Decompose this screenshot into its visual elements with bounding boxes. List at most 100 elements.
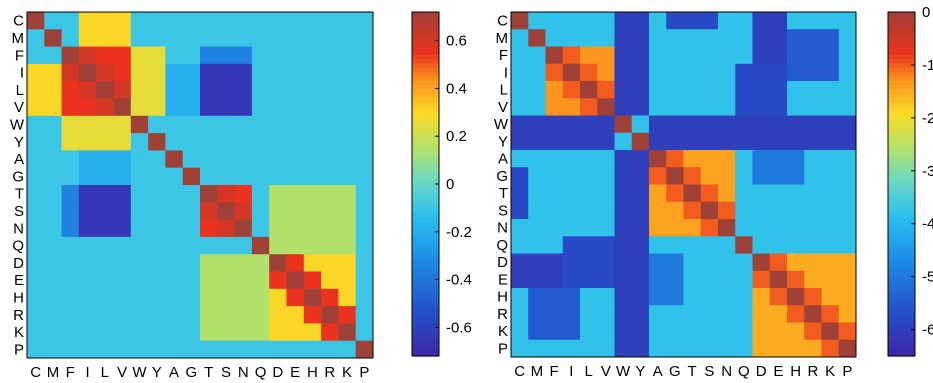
colorbar-segment [412,25,439,30]
heatmap-cell-V-M [528,98,546,116]
colorbar-segment [888,167,915,172]
heatmap-cell-N-S [701,219,719,237]
heatmap-cell-Q-C [27,237,45,255]
heatmap-cell-W-D [269,116,287,134]
heatmap-cell-C-C [511,12,529,30]
heatmap-cell-W-G [183,116,201,134]
heatmap-cell-R-T [684,305,702,323]
colorbar-segment [412,115,439,120]
colorbar-segment [888,68,915,73]
colorbar-segment [888,16,915,21]
colorbar-segment [888,206,915,211]
heatmap-cell-M-P [839,29,857,47]
x-tick-label: Q [738,363,750,380]
heatmap-cell-W-R [804,116,822,134]
colorbar-segment [412,231,439,236]
heatmap-cell-C-W [615,12,633,30]
y-tick-label: L [16,82,24,99]
heatmap-cell-P-T [684,340,702,358]
heatmap-cell-K-L [96,323,114,341]
heatmap-cell-T-G [183,185,201,203]
y-tick-label: E [14,272,24,289]
colorbar-segment [412,206,439,211]
colorbar-segment [412,347,439,352]
heatmap-cell-G-G [666,167,684,185]
heatmap-cell-R-W [615,305,633,323]
heatmap-cell-T-S [701,185,719,203]
heatmap-cell-F-A [649,47,667,65]
heatmap-cell-G-L [580,167,598,185]
heatmap-cell-Y-V [597,133,615,151]
heatmap-cell-T-W [131,185,149,203]
heatmap-cell-L-K [822,81,840,99]
heatmap-cell-I-F [546,64,564,82]
heatmap-cell-A-Q [252,150,270,168]
heatmap-cell-E-M [528,271,546,289]
heatmap-cell-N-D [269,220,287,238]
colorbar-segment [888,59,915,64]
heatmap-cell-D-T [684,254,702,272]
heatmap-cell-N-M [528,219,546,237]
heatmap-cell-N-D [753,219,771,237]
heatmap-cell-E-I [79,272,97,290]
heatmap-cell-M-S [217,29,235,47]
y-tick-label: Y [14,134,24,151]
heatmap-cell-H-T [684,288,702,306]
heatmap-cell-G-A [649,167,667,185]
heatmap-cell-M-V [597,29,615,47]
x-tick-label: R [807,363,818,380]
colorbar-segment [412,107,439,112]
colorbar-2: 0-1-2-3-4-5-6 [888,4,933,357]
heatmap-cell-K-K [822,323,840,341]
colorbar-segment [888,214,915,219]
heatmap-cell-I-P [839,64,857,82]
heatmap-cell-H-W [615,288,633,306]
heatmap-cell-A-Y [148,150,166,168]
colorbar-segment [888,120,915,125]
colorbar-segment [888,326,915,331]
heatmap-cell-R-R [321,306,339,324]
heatmap-cell-T-Q [252,185,270,203]
heatmap-cell-M-M [528,29,546,47]
heatmap-cell-T-R [804,185,822,203]
heatmap-cell-W-S [701,116,719,134]
heatmap-cell-V-N [718,98,736,116]
heatmap-cell-H-A [165,289,183,307]
y-tick-label: N [497,220,508,237]
heatmap-cell-F-L [96,47,114,65]
colorbar-segment [888,145,915,150]
heatmap-cell-P-M [528,340,546,358]
x-tick-label: L [101,364,109,381]
heatmap-cell-K-I [79,323,97,341]
colorbar-segment [412,132,439,137]
heatmap-cell-S-Y [632,202,650,220]
colorbar-segment [412,292,439,297]
heatmap-cell-R-V [597,305,615,323]
heatmap-cell-F-G [183,47,201,65]
heatmap-cell-V-E [770,98,788,116]
heatmap-cell-E-H [787,271,805,289]
heatmap-cell-M-Y [632,29,650,47]
colorbar-segment [412,51,439,56]
heatmap-cell-S-H [304,202,322,220]
heatmap-cell-Y-G [183,133,201,151]
heatmap-cell-W-Y [632,116,650,134]
y-tick-label: D [13,255,24,272]
heatmap-cell-C-V [597,12,615,30]
heatmap-cell-M-T [684,29,702,47]
colorbar-segment [412,89,439,94]
heatmap-cell-K-H [304,323,322,341]
heatmap-cell-K-Y [632,323,650,341]
colorbar-segment [888,85,915,90]
heatmap-cell-H-F [62,289,80,307]
heatmap-cell-R-A [165,306,183,324]
heatmap-cell-M-I [563,29,581,47]
heatmap-cell-M-C [27,29,45,47]
heatmap-cell-D-G [666,254,684,272]
heatmap-cell-G-E [287,168,305,186]
heatmap-cell-L-S [217,81,235,99]
heatmap-cell-M-R [321,29,339,47]
x-tick-label: T [688,363,697,380]
heatmap-cell-T-A [649,185,667,203]
heatmap-cell-Q-T [200,237,218,255]
